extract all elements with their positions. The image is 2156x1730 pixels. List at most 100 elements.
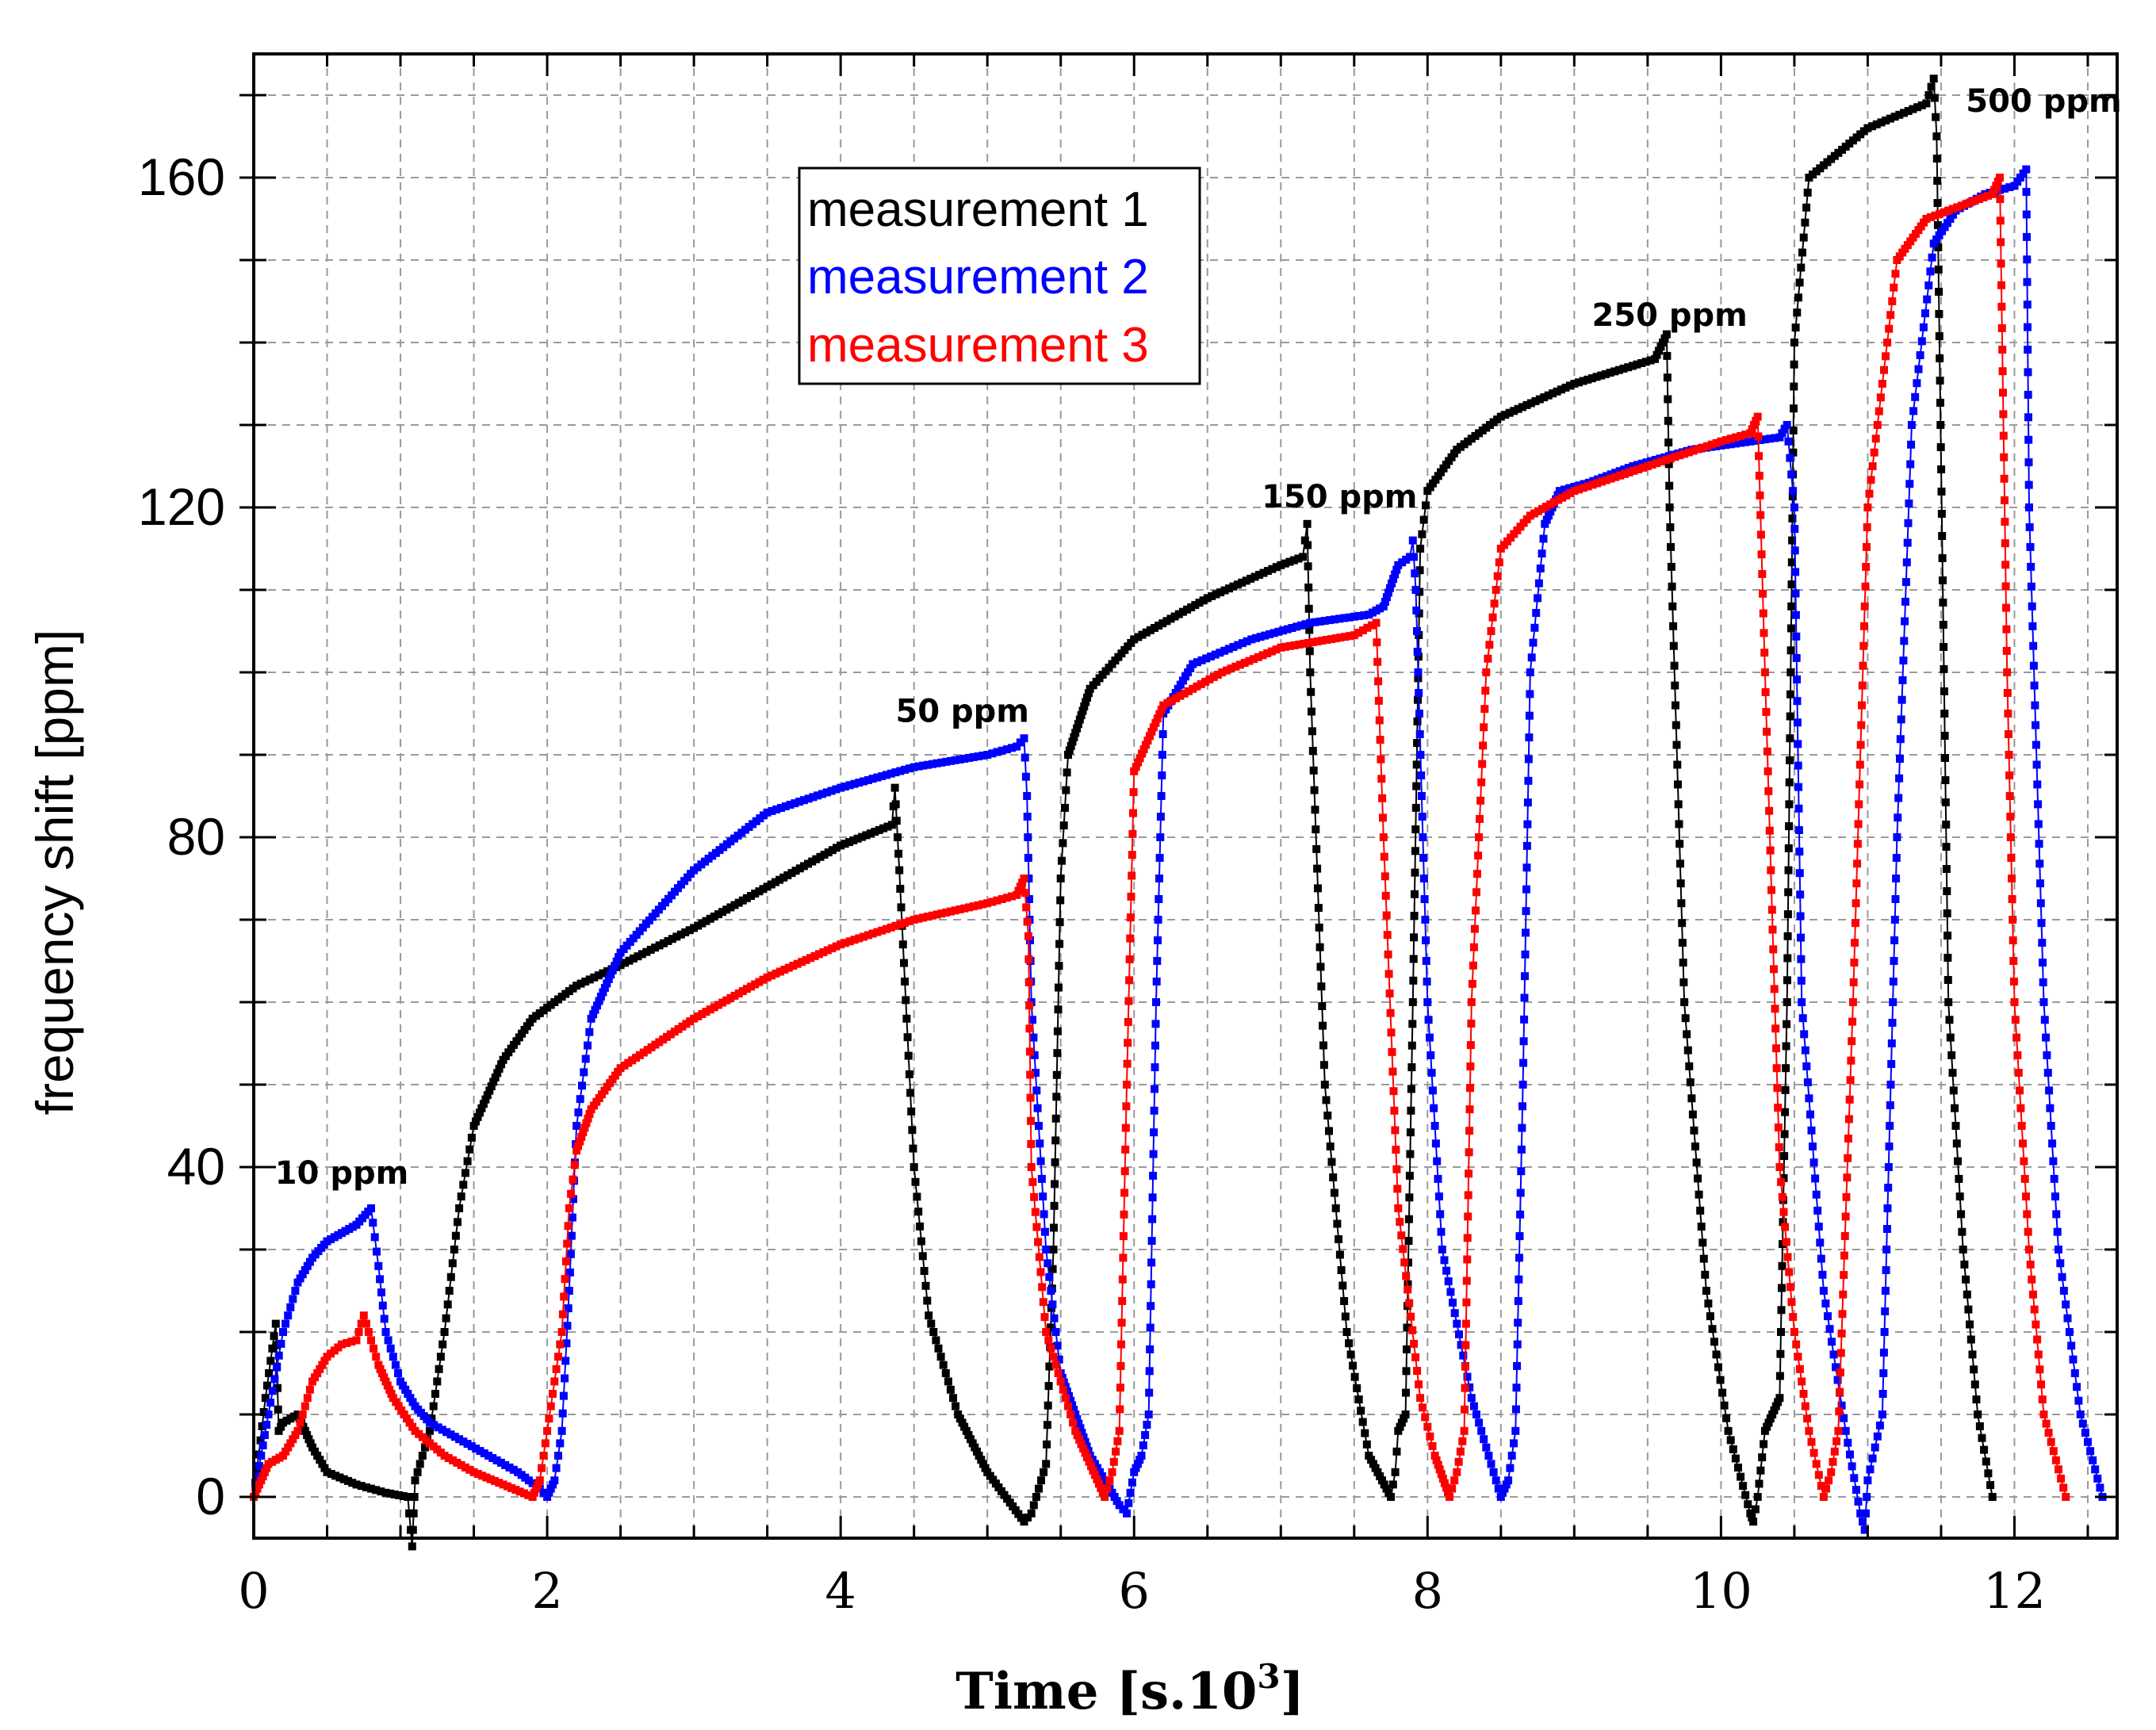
data-point: [1936, 443, 1945, 451]
data-point: [914, 914, 923, 923]
data-point: [408, 1422, 417, 1431]
data-point: [1829, 1457, 1837, 1466]
data-point: [1312, 825, 1320, 834]
data-point: [2022, 210, 2031, 219]
data-point: [1783, 998, 1791, 1006]
data-point: [1375, 716, 1384, 725]
data-point: [1570, 483, 1579, 491]
data-point: [562, 1339, 571, 1348]
data-point: [1803, 1078, 1812, 1087]
data-point: [2005, 183, 2014, 192]
data-point: [837, 841, 845, 850]
data-point: [347, 1338, 356, 1346]
data-point: [1283, 625, 1292, 633]
data-point: [1769, 945, 1778, 954]
data-point: [1671, 453, 1679, 461]
data-point: [1687, 1094, 1696, 1103]
data-point: [1940, 643, 1948, 651]
data-point: [580, 1068, 588, 1077]
data-point: [955, 755, 964, 764]
data-point: [1308, 707, 1315, 716]
data-point: [1901, 578, 1910, 587]
data-point: [1932, 155, 1941, 163]
data-point: [303, 1431, 312, 1439]
data-point: [1786, 734, 1794, 743]
data-point: [1128, 1478, 1136, 1487]
data-point: [1999, 410, 2008, 419]
data-point: [1185, 687, 1193, 695]
data-point: [1868, 122, 1877, 131]
data-point: [1040, 1210, 1048, 1219]
data-point: [1193, 682, 1201, 691]
data-point: [1795, 848, 1804, 856]
data-point: [2001, 539, 2009, 548]
data-point: [1566, 489, 1575, 497]
data-point: [1798, 1014, 1807, 1023]
data-point: [1837, 1401, 1846, 1410]
data-point: [1863, 1476, 1872, 1485]
data-point: [1300, 639, 1308, 648]
data-point: [1032, 1069, 1040, 1077]
data-point: [1616, 471, 1625, 480]
data-point: [1812, 1190, 1821, 1199]
data-point: [1197, 656, 1206, 664]
data-point: [1110, 1493, 1119, 1501]
data-point: [2024, 323, 2032, 331]
data-point: [1541, 519, 1549, 528]
data-point: [1404, 1280, 1412, 1288]
data-point: [1411, 847, 1419, 855]
data-point: [1741, 438, 1750, 446]
data-point: [1785, 778, 1794, 787]
data-point: [260, 1468, 269, 1476]
data-point: [1470, 924, 1479, 933]
data-point: [1187, 603, 1196, 611]
data-point: [1748, 1514, 1756, 1521]
data-point: [1315, 943, 1324, 951]
data-point: [1045, 1362, 1054, 1371]
data-point: [1438, 1474, 1447, 1483]
data-point: [734, 989, 743, 997]
data-point: [2013, 1051, 2022, 1059]
data-point: [942, 757, 951, 766]
data-point: [694, 1012, 703, 1020]
data-point: [1326, 616, 1334, 625]
data-point: [2001, 518, 2009, 526]
data-point: [981, 1464, 990, 1472]
data-point: [1664, 416, 1672, 425]
data-point: [1681, 1014, 1690, 1023]
data-point: [841, 939, 849, 947]
data-point: [1061, 1394, 1070, 1403]
data-point: [1415, 1380, 1423, 1389]
data-point: [793, 959, 802, 968]
data-point: [1408, 536, 1417, 545]
data-point: [435, 1364, 443, 1373]
data-point: [1515, 1253, 1523, 1262]
data-point: [1883, 339, 1892, 346]
data-point: [1933, 199, 1942, 207]
series-3: [250, 174, 2070, 1501]
data-point: [1349, 1361, 1358, 1370]
data-point: [978, 1460, 987, 1468]
data-point: [1379, 833, 1388, 841]
data-point: [1376, 736, 1384, 744]
data-point: [1125, 976, 1134, 985]
data-point: [1331, 615, 1339, 624]
data-point: [1882, 1225, 1891, 1233]
data-point: [1477, 778, 1486, 787]
data-point: [1785, 800, 1794, 809]
data-point: [1304, 604, 1313, 613]
data-point: [690, 924, 699, 932]
data-point: [1860, 602, 1869, 610]
data-point: [1761, 688, 1770, 696]
data-point: [1119, 1505, 1128, 1514]
data-point: [1523, 820, 1532, 829]
data-point: [1132, 1464, 1140, 1472]
data-point: [1907, 421, 1916, 429]
data-point: [1377, 755, 1385, 764]
data-point: [988, 749, 997, 758]
data-point: [1166, 614, 1175, 623]
data-point: [1489, 1468, 1498, 1476]
data-point: [864, 931, 872, 940]
data-point: [565, 1268, 574, 1276]
